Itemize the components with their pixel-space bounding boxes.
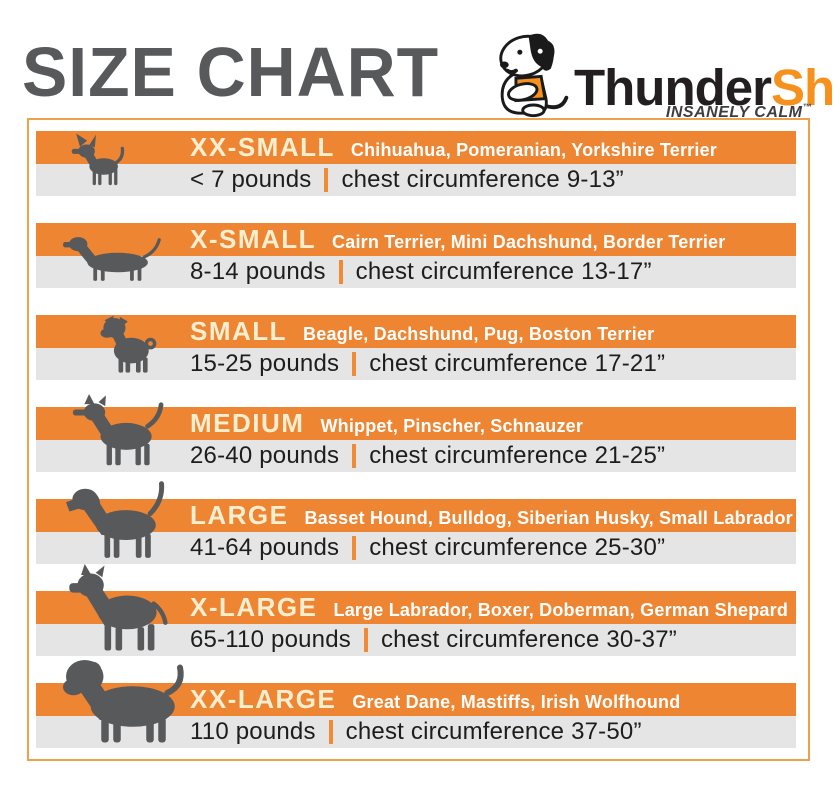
chest-circumference: chest circumference 37-50”: [345, 718, 642, 745]
wordmark-shirt: Shirt: [770, 59, 834, 116]
chest-circumference: chest circumference 13-17”: [355, 258, 652, 285]
chihuahua-silhouette-icon: [71, 133, 125, 186]
size-row-xx-small: XX-SMALL Chihuahua, Pomeranian, Yorkshir…: [29, 131, 808, 196]
breed-list: Great Dane, Mastiffs, Irish Wolfhound: [352, 692, 681, 712]
divider: [352, 352, 357, 376]
measurement-bar: < 7 pounds chest circumference 9-13”: [36, 164, 796, 196]
size-row-large: LARGE Basset Hound, Bulldog, Siberian Hu…: [29, 481, 808, 564]
breed-list: Cairn Terrier, Mini Dachshund, Border Te…: [332, 232, 726, 252]
size-banner: LARGE Basset Hound, Bulldog, Siberian Hu…: [36, 499, 796, 532]
size-row-medium: MEDIUM Whippet, Pinscher, Schnauzer 26-4…: [29, 394, 808, 472]
chest-circumference: chest circumference 21-25”: [369, 442, 666, 469]
boxer-silhouette-icon: [69, 564, 168, 651]
divider: [352, 444, 357, 468]
size-banner: XX-SMALL Chihuahua, Pomeranian, Yorkshir…: [36, 131, 796, 164]
size-banner: X-SMALL Cairn Terrier, Mini Dachshund, B…: [36, 223, 796, 256]
pug-silhouette-icon: [100, 315, 157, 373]
measurement-bar: 15-25 pounds chest circumference 17-21”: [36, 348, 796, 380]
size-banner: MEDIUM Whippet, Pinscher, Schnauzer: [36, 407, 796, 440]
size-row-x-small: X-SMALL Cairn Terrier, Mini Dachshund, B…: [29, 223, 808, 288]
chest-circumference: chest circumference 25-30”: [369, 534, 666, 561]
wordmark-thunder: Thunder: [574, 59, 772, 116]
breed-list: Large Labrador, Boxer, Doberman, German …: [333, 600, 789, 620]
divider: [328, 720, 333, 744]
chest-circumference: chest circumference 17-21”: [369, 350, 666, 377]
chest-circumference: chest circumference 9-13”: [341, 166, 624, 193]
size-name: LARGE: [190, 500, 289, 530]
trademark-mark: ™: [802, 102, 812, 112]
divider: [352, 536, 357, 560]
beagle-silhouette-icon: [65, 481, 165, 558]
breed-list: Whippet, Pinscher, Schnauzer: [320, 416, 584, 436]
measurement-bar: 65-110 pounds chest circumference 30-37”: [36, 624, 796, 656]
breed-list: Chihuahua, Pomeranian, Yorkshire Terrier: [350, 140, 718, 160]
mastiff-silhouette-icon: [63, 660, 184, 743]
size-row-small: SMALL Beagle, Dachshund, Pug, Boston Ter…: [29, 315, 808, 380]
measurement-bar: 26-40 pounds chest circumference 21-25”: [36, 440, 796, 472]
breed-list: Basset Hound, Bulldog, Siberian Husky, S…: [304, 508, 793, 528]
size-row-xx-large: XX-LARGE Great Dane, Mastiffs, Irish Wol…: [29, 660, 808, 748]
weight-range: 65-110 pounds: [190, 626, 351, 653]
size-name: MEDIUM: [190, 408, 305, 438]
size-banner: SMALL Beagle, Dachshund, Pug, Boston Ter…: [36, 315, 796, 348]
divider: [363, 628, 368, 652]
breed-list: Beagle, Dachshund, Pug, Boston Terrier: [303, 324, 655, 344]
weight-range: 110 pounds: [190, 718, 316, 745]
size-name: XX-LARGE: [190, 684, 337, 714]
size-name: SMALL: [190, 316, 288, 346]
weight-range: 26-40 pounds: [190, 442, 340, 469]
size-name: XX-SMALL: [190, 132, 335, 162]
size-name: X-SMALL: [190, 224, 317, 254]
measurement-bar: 8-14 pounds chest circumference 13-17”: [36, 256, 796, 288]
thundershirt-logo: ThunderShirt® INSANELY CALM™: [484, 26, 834, 121]
weight-range: < 7 pounds: [190, 166, 312, 193]
page-title: SIZE CHART: [22, 33, 440, 111]
chest-circumference: chest circumference 30-37”: [380, 626, 677, 653]
divider: [338, 260, 343, 284]
tagline: INSANELY CALM™: [665, 102, 812, 121]
divider: [324, 168, 329, 192]
thundershirt-dog-mascot-icon: [499, 33, 569, 118]
weight-range: 15-25 pounds: [190, 350, 340, 377]
size-row-x-large: X-LARGE Large Labrador, Boxer, Doberman,…: [29, 564, 808, 656]
weight-range: 41-64 pounds: [190, 534, 340, 561]
size-name: X-LARGE: [190, 592, 318, 622]
pinscher-silhouette-icon: [72, 394, 164, 466]
thundershirt-wordmark: ThunderShirt®: [574, 58, 834, 117]
weight-range: 8-14 pounds: [190, 258, 326, 285]
size-chart-table: XX-SMALL Chihuahua, Pomeranian, Yorkshir…: [27, 118, 810, 761]
dachshund-silhouette-icon: [63, 237, 161, 281]
measurement-bar: 41-64 pounds chest circumference 25-30”: [36, 532, 796, 564]
